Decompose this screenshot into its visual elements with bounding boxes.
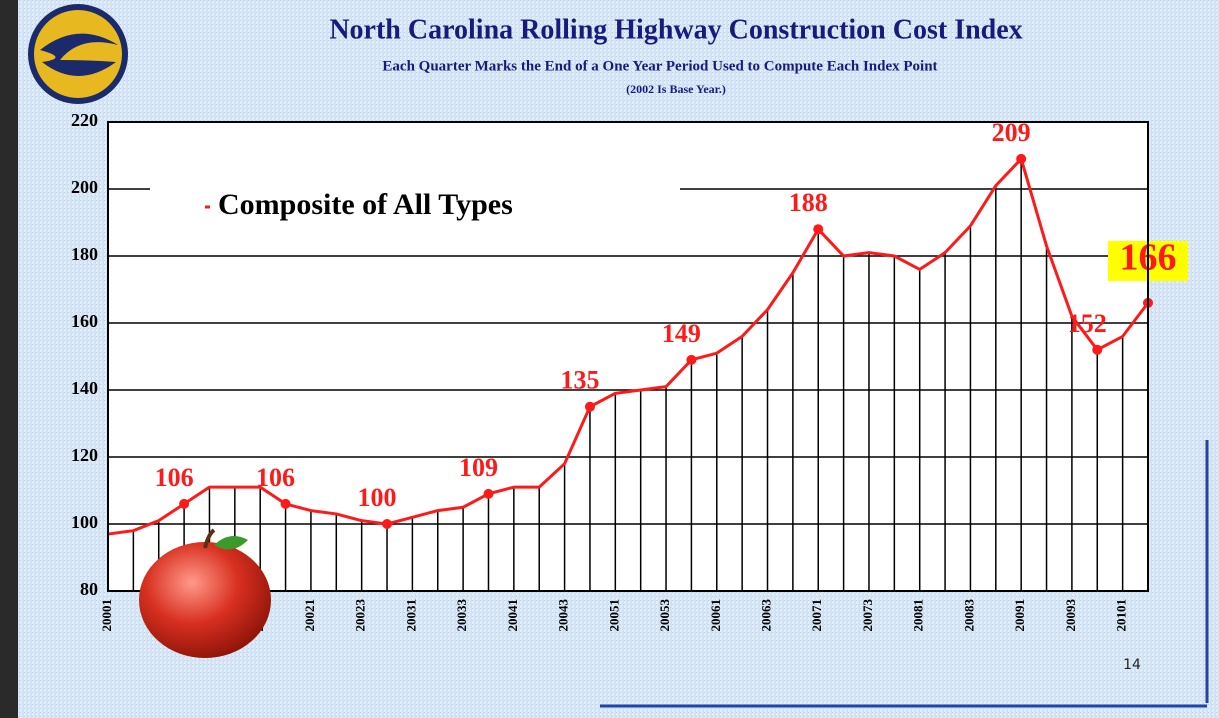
x-tick-label: 20023 (353, 599, 368, 632)
x-tick-label: 20063 (758, 599, 773, 632)
y-tick-label: 220 (71, 110, 98, 130)
y-tick-label: 140 (71, 378, 98, 398)
x-tick-label: 20051 (606, 599, 621, 632)
point-marker (813, 224, 823, 234)
point-marker (686, 355, 696, 365)
x-tick-label: 20001 (99, 599, 114, 632)
x-tick-label: 20081 (911, 599, 926, 632)
y-tick-label: 80 (80, 579, 98, 599)
point-marker (483, 489, 493, 499)
y-tick-label: 160 (71, 311, 98, 331)
page: North Carolina Rolling Highway Construct… (0, 0, 1219, 718)
chart: North Carolina Rolling Highway Construct… (0, 0, 1219, 718)
x-tick-label: 20043 (556, 599, 571, 632)
x-tick-label: 20031 (403, 599, 418, 632)
x-tick-label: 20101 (1114, 599, 1129, 632)
x-tick-label: 20053 (657, 599, 672, 632)
data-label: 188 (789, 188, 828, 217)
logo (28, 4, 128, 104)
x-tick-label: 20091 (1012, 599, 1027, 632)
point-marker (281, 499, 291, 509)
point-marker (1092, 345, 1102, 355)
x-tick-label: 20061 (708, 599, 723, 632)
legend-label: Composite of All Types (218, 188, 513, 221)
data-label: 149 (662, 319, 701, 348)
slide-edge (0, 0, 18, 718)
data-label: 152 (1068, 309, 1107, 338)
y-tick-label: 200 (71, 177, 98, 197)
y-tick-label: 180 (71, 244, 98, 264)
x-tick-label: 20093 (1063, 599, 1078, 632)
point-marker (179, 499, 189, 509)
point-marker (585, 402, 595, 412)
y-tick-label: 100 (71, 512, 98, 532)
data-label: 100 (358, 483, 397, 512)
x-tick-label: 20071 (809, 599, 824, 632)
x-tick-label: 20021 (302, 599, 317, 632)
y-tick-label: 120 (71, 445, 98, 465)
chart-note: (2002 Is Base Year.) (626, 82, 726, 96)
data-label: 135 (560, 366, 599, 395)
data-label: 106 (155, 463, 194, 492)
chart-title: North Carolina Rolling Highway Construct… (329, 14, 1022, 45)
data-label: 106 (256, 463, 295, 492)
x-tick-label: 20073 (860, 599, 875, 632)
point-marker (382, 519, 392, 529)
page-number: 14 (1123, 657, 1141, 673)
data-label: 109 (459, 453, 498, 482)
point-marker (1016, 154, 1026, 164)
x-tick-label: 20041 (505, 599, 520, 632)
chart-subtitle: Each Quarter Marks the End of a One Year… (382, 58, 937, 74)
x-tick-label: 20033 (454, 599, 469, 632)
x-tick-label: 20083 (961, 599, 976, 632)
